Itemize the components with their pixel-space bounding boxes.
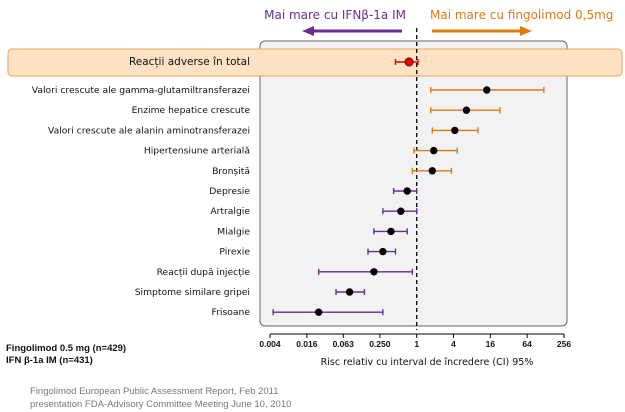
forest-row: Pirexie: [219, 247, 397, 258]
forest-row: Mialgie: [217, 226, 408, 237]
tick-label: 64: [522, 339, 532, 349]
forest-row: Hipertensiune arterială: [144, 146, 458, 157]
forest-row: Valori crescute ale alanin aminotransfer…: [48, 125, 479, 136]
direction-left-label: Mai mare cu IFNβ-1a IM: [264, 8, 406, 22]
forest-row: Reacții adverse în total: [129, 56, 419, 68]
point-estimate: [379, 247, 387, 256]
x-axis-label: Risc relativ cu interval de încredere (C…: [321, 357, 534, 368]
row-label: Depresie: [209, 186, 250, 197]
row-label: Artralgie: [210, 206, 250, 217]
point-estimate: [428, 167, 437, 175]
forest-row: Enzime hepatice crescute: [132, 105, 501, 116]
tick-label: 0.004: [259, 339, 281, 349]
tick-label: 0.016: [296, 339, 318, 349]
tick-label: 0.250: [369, 339, 391, 349]
point-estimate: [314, 308, 323, 316]
forest-row: Simptome similare gripei: [135, 287, 366, 298]
point-estimate: [483, 86, 491, 94]
row-label: Frisoane: [212, 307, 251, 318]
point-estimate: [462, 106, 471, 114]
panel-frame: [259, 40, 568, 327]
plot-panel: [259, 40, 568, 327]
legend-line-2: IFN β-1a IM (n=431): [6, 355, 93, 366]
direction-left-arrowhead: [302, 26, 314, 36]
point-estimate: [404, 57, 414, 67]
forest-row: Reacții după injecție: [157, 267, 414, 278]
point-estimate: [403, 187, 411, 195]
row-label: Reacții adverse în total: [129, 56, 250, 68]
point-estimate: [370, 268, 378, 276]
row-label: Reacții după injecție: [157, 267, 251, 278]
row-label: Enzime hepatice crescute: [132, 105, 251, 116]
row-label: Hipertensiune arterială: [144, 146, 250, 157]
source-line-1: Fingolimod European Public Assessment Re…: [30, 386, 279, 397]
tick-label: 256: [557, 339, 571, 349]
row-label: Valori crescute ale alanin aminotransfer…: [48, 125, 250, 136]
direction-right-arrowhead: [520, 26, 532, 36]
row-label: Valori crescute ale gamma-glutamiltransf…: [32, 85, 250, 96]
point-estimate: [451, 126, 459, 135]
tick-label: 0.063: [333, 339, 355, 349]
forest-row: Valori crescute ale gamma-glutamiltransf…: [32, 85, 545, 96]
tick-label: 4: [451, 339, 456, 349]
direction-header: Mai mare cu IFNβ-1a IM Mai mare cu fingol…: [264, 8, 613, 36]
point-estimate: [345, 288, 354, 296]
forest-row: Depresie: [209, 186, 418, 197]
point-estimate: [397, 207, 405, 215]
row-label: Simptome similare gripei: [135, 287, 250, 298]
row-label: Bronșită: [212, 166, 250, 177]
point-estimate: [430, 146, 438, 155]
direction-right-label: Mai mare cu fingolimod 0,5mg: [430, 8, 613, 22]
legend-line-1: Fingolimod 0.5 mg (n=429): [6, 343, 126, 354]
forest-row: Artralgie: [210, 206, 418, 217]
data-marks: Reacții adverse în total Valori crescute …: [32, 28, 545, 330]
tick-label: 16: [486, 339, 496, 349]
highlight-band: [7, 48, 623, 77]
total-row-band: [7, 48, 623, 77]
row-label: Pirexie: [219, 247, 250, 258]
source-line-2: presentation FDA-Advisory Committee Meet…: [30, 399, 291, 410]
x-axis: 0.004 0.016 0.063 0.250 1 4 16 64 256 Risc relati…: [259, 333, 571, 368]
point-estimate: [387, 227, 395, 236]
row-label: Mialgie: [217, 226, 250, 237]
forest-row: Frisoane: [212, 307, 384, 318]
forest-row: Bronșită: [212, 166, 453, 177]
tick-label: 1: [414, 339, 419, 349]
